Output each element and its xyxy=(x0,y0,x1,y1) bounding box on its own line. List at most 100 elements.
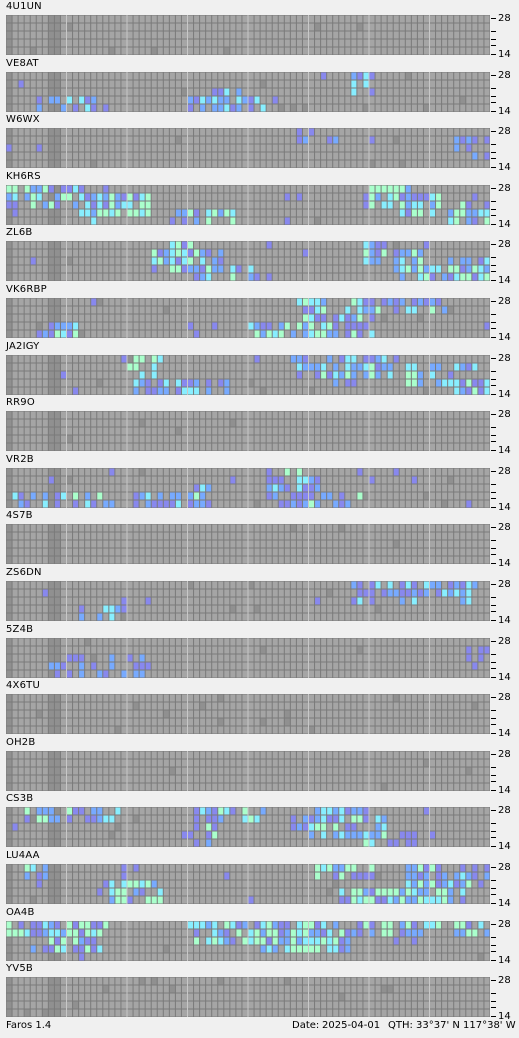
axis-tick xyxy=(491,208,496,210)
band-label-28: 28 xyxy=(498,465,511,477)
propagation-grid[interactable] xyxy=(6,411,490,452)
band-label-28: 28 xyxy=(498,918,511,930)
axis-tick xyxy=(491,888,496,889)
band-label-14: 14 xyxy=(498,388,511,400)
axis-tick xyxy=(491,548,496,550)
axis-tick xyxy=(491,497,496,499)
beacon-panel: ZL6B 28 14 xyxy=(0,227,519,286)
band-axis: 28 14 xyxy=(491,749,519,795)
band-axis: 28 14 xyxy=(491,636,519,682)
propagation-grid[interactable] xyxy=(6,637,490,678)
axis-tick xyxy=(491,584,496,585)
axis-tick xyxy=(491,554,496,556)
beacon-callsign: ZS6DN xyxy=(6,567,42,578)
axis-tick xyxy=(491,257,496,259)
axis-tick xyxy=(491,506,496,508)
beacon-callsign: 4X6TU xyxy=(6,680,41,692)
band-label-14: 14 xyxy=(498,1011,511,1023)
axis-tick xyxy=(491,328,496,329)
propagation-grid[interactable] xyxy=(6,298,490,338)
propagation-grid[interactable] xyxy=(6,241,490,282)
axis-tick xyxy=(491,314,496,315)
beacon-callsign: 5Z4B xyxy=(6,623,34,635)
axis-tick xyxy=(491,661,496,663)
beacon-panel: 4X6TU 28 14 xyxy=(0,680,519,739)
axis-tick xyxy=(491,435,496,437)
propagation-grid[interactable] xyxy=(6,128,490,169)
band-label-28: 28 xyxy=(498,296,511,307)
propagation-grid[interactable] xyxy=(6,864,490,904)
axis-tick xyxy=(491,414,496,416)
axis-tick xyxy=(491,18,496,19)
axis-tick xyxy=(491,39,496,40)
band-label-14: 14 xyxy=(498,501,511,513)
axis-tick xyxy=(491,753,496,755)
axis-tick xyxy=(491,676,496,678)
axis-tick xyxy=(491,87,496,89)
date-label: Date: xyxy=(292,1020,320,1031)
band-label-28: 28 xyxy=(498,182,511,194)
axis-tick xyxy=(491,271,496,273)
axis-tick xyxy=(491,54,496,55)
beacon-callsign: VK6RBP xyxy=(6,284,47,295)
axis-tick xyxy=(491,101,496,103)
axis-tick xyxy=(491,837,496,839)
propagation-grid[interactable] xyxy=(6,920,490,961)
axis-tick xyxy=(491,944,496,946)
propagation-grid[interactable] xyxy=(6,354,490,395)
band-label-28: 28 xyxy=(498,692,511,704)
beacon-callsign: OH2B xyxy=(6,736,36,748)
axis-tick xyxy=(491,597,496,598)
propagation-grid[interactable] xyxy=(6,807,490,848)
band-label-14: 14 xyxy=(498,162,511,174)
propagation-grid[interactable] xyxy=(6,15,490,55)
axis-tick xyxy=(491,810,496,812)
axis-tick xyxy=(491,880,496,881)
beacon-panel: W6WX 28 14 xyxy=(0,114,519,174)
band-label-28: 28 xyxy=(498,862,511,873)
band-label-14: 14 xyxy=(498,671,511,683)
propagation-grid[interactable] xyxy=(6,71,490,112)
axis-tick xyxy=(491,187,496,189)
axis-tick xyxy=(491,301,496,302)
propagation-grid[interactable] xyxy=(6,184,490,225)
axis-tick xyxy=(491,450,496,452)
band-axis: 28 14 xyxy=(491,976,519,1022)
beacon-panel: VE8AT 28 14 xyxy=(0,58,519,117)
beacon-panel: JA2IGY 28 14 xyxy=(0,341,519,400)
axis-tick xyxy=(491,653,496,655)
axis-tick xyxy=(491,244,496,246)
beacon-panel: 4U1UN 28 14 xyxy=(0,1,519,60)
band-axis: 28 14 xyxy=(491,580,519,626)
axis-tick xyxy=(491,322,496,323)
beacon-callsign: 4U1UN xyxy=(6,1,42,12)
propagation-grid[interactable] xyxy=(6,977,490,1018)
beacon-panel: OA4B 28 14 xyxy=(0,907,519,965)
axis-tick xyxy=(491,1007,496,1009)
axis-tick xyxy=(491,605,496,606)
propagation-grid[interactable] xyxy=(6,524,490,565)
axis-tick xyxy=(491,200,496,202)
propagation-grid[interactable] xyxy=(6,694,490,735)
band-label-14: 14 xyxy=(498,275,511,287)
beacon-callsign: VR2B xyxy=(6,453,34,465)
band-label-14: 14 xyxy=(498,105,511,117)
axis-tick xyxy=(491,152,496,154)
axis-tick xyxy=(491,774,496,776)
axis-tick xyxy=(491,620,496,621)
band-axis: 28 14 xyxy=(491,240,519,286)
beacon-panel: LU4AA 28 14 xyxy=(0,850,519,909)
band-axis: 28 14 xyxy=(491,806,519,852)
band-label-14: 14 xyxy=(498,558,511,570)
beacon-panel: OH2B 28 14 xyxy=(0,736,519,795)
propagation-grid[interactable] xyxy=(6,750,490,791)
band-axis: 28 14 xyxy=(491,410,519,456)
axis-tick xyxy=(491,697,496,699)
axis-tick xyxy=(491,158,496,160)
axis-tick xyxy=(491,31,496,32)
propagation-grid[interactable] xyxy=(6,581,490,621)
axis-tick xyxy=(491,993,496,995)
propagation-grid[interactable] xyxy=(6,467,490,508)
beacon-callsign: YV5B xyxy=(6,963,33,975)
axis-tick xyxy=(491,959,496,961)
